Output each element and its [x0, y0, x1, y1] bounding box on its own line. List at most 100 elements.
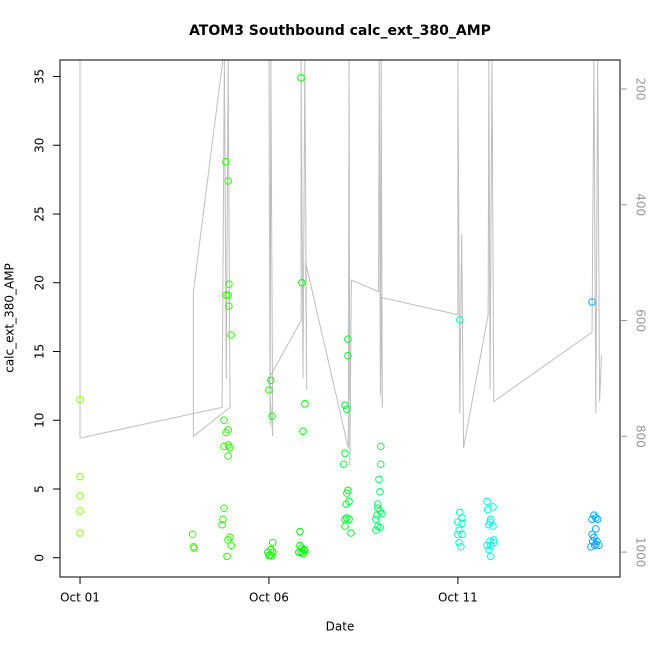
point — [226, 443, 234, 452]
point — [590, 541, 599, 550]
plot-frame — [59, 59, 621, 578]
point — [592, 514, 600, 522]
point — [342, 500, 350, 508]
point — [189, 542, 198, 551]
x-tick-label: Oct 11 — [438, 591, 478, 605]
point — [224, 452, 232, 460]
point — [595, 541, 603, 550]
point — [301, 547, 309, 555]
point — [225, 302, 233, 310]
point — [483, 505, 492, 514]
point — [222, 157, 230, 166]
point — [378, 509, 386, 518]
point — [190, 544, 198, 552]
point — [341, 401, 349, 409]
point — [76, 529, 84, 537]
y-tick-label: 35 — [33, 69, 47, 84]
point — [593, 515, 602, 524]
point — [76, 472, 84, 481]
point — [267, 376, 275, 385]
plot-area — [76, 60, 603, 561]
point — [489, 522, 497, 530]
point — [373, 500, 382, 508]
y2-tick-label: 1000 — [634, 537, 648, 568]
point — [76, 492, 84, 500]
y2-tick-label: 800 — [634, 425, 648, 448]
point — [219, 515, 227, 524]
point — [296, 527, 304, 536]
y-tick-label: 25 — [33, 206, 47, 221]
point — [344, 335, 352, 343]
y-tick-label: 5 — [33, 485, 47, 493]
y2-tick-label: 400 — [634, 193, 648, 216]
y-tick-label: 0 — [33, 554, 47, 562]
point — [458, 514, 466, 522]
point — [298, 278, 306, 287]
point — [220, 416, 228, 425]
y-tick-label: 15 — [33, 344, 47, 359]
point — [454, 518, 462, 526]
point — [592, 525, 600, 533]
point — [218, 520, 226, 529]
point — [454, 530, 462, 539]
y-axis-label: calc_ext_380_AMP — [3, 263, 17, 373]
point — [227, 331, 235, 339]
point — [377, 442, 385, 451]
point — [345, 515, 353, 524]
x-tick-label: Oct 06 — [249, 591, 289, 605]
y2-tick-label: 200 — [634, 77, 648, 100]
depth-line — [79, 60, 602, 466]
point — [341, 522, 349, 530]
point — [372, 526, 380, 535]
point — [222, 291, 230, 299]
point — [268, 538, 277, 547]
point — [483, 497, 491, 506]
point — [458, 519, 466, 528]
point — [188, 530, 197, 539]
point — [588, 298, 596, 306]
point — [222, 428, 230, 437]
point — [268, 412, 276, 420]
point — [587, 542, 595, 551]
point — [343, 405, 351, 414]
y-tick-label: 30 — [33, 138, 47, 153]
point — [458, 530, 466, 539]
point — [76, 507, 84, 515]
point — [485, 545, 493, 554]
point — [297, 74, 305, 82]
point — [341, 449, 349, 458]
point — [299, 427, 307, 436]
point — [372, 515, 380, 524]
x-axis-label: Date — [326, 620, 355, 634]
y-tick-label: 10 — [33, 413, 47, 428]
point — [373, 511, 381, 519]
point — [588, 515, 596, 524]
point — [268, 551, 276, 560]
x-tick-label: Oct 01 — [60, 591, 100, 605]
point — [297, 548, 305, 557]
point — [224, 177, 232, 185]
y2-tick-label: 600 — [634, 309, 648, 332]
point — [347, 529, 355, 537]
point — [376, 487, 384, 496]
point — [225, 280, 233, 288]
point — [220, 504, 228, 513]
point — [485, 520, 493, 529]
point — [301, 399, 309, 408]
point — [489, 538, 498, 547]
point — [343, 489, 351, 497]
point — [455, 538, 463, 547]
point — [457, 542, 465, 551]
point — [224, 291, 232, 299]
point — [339, 460, 348, 469]
point — [265, 386, 273, 394]
point — [223, 552, 231, 561]
point — [227, 541, 235, 550]
point — [344, 351, 352, 360]
point — [483, 541, 491, 550]
y-tick-label: 20 — [33, 275, 47, 290]
point — [377, 460, 385, 469]
point — [486, 552, 495, 561]
